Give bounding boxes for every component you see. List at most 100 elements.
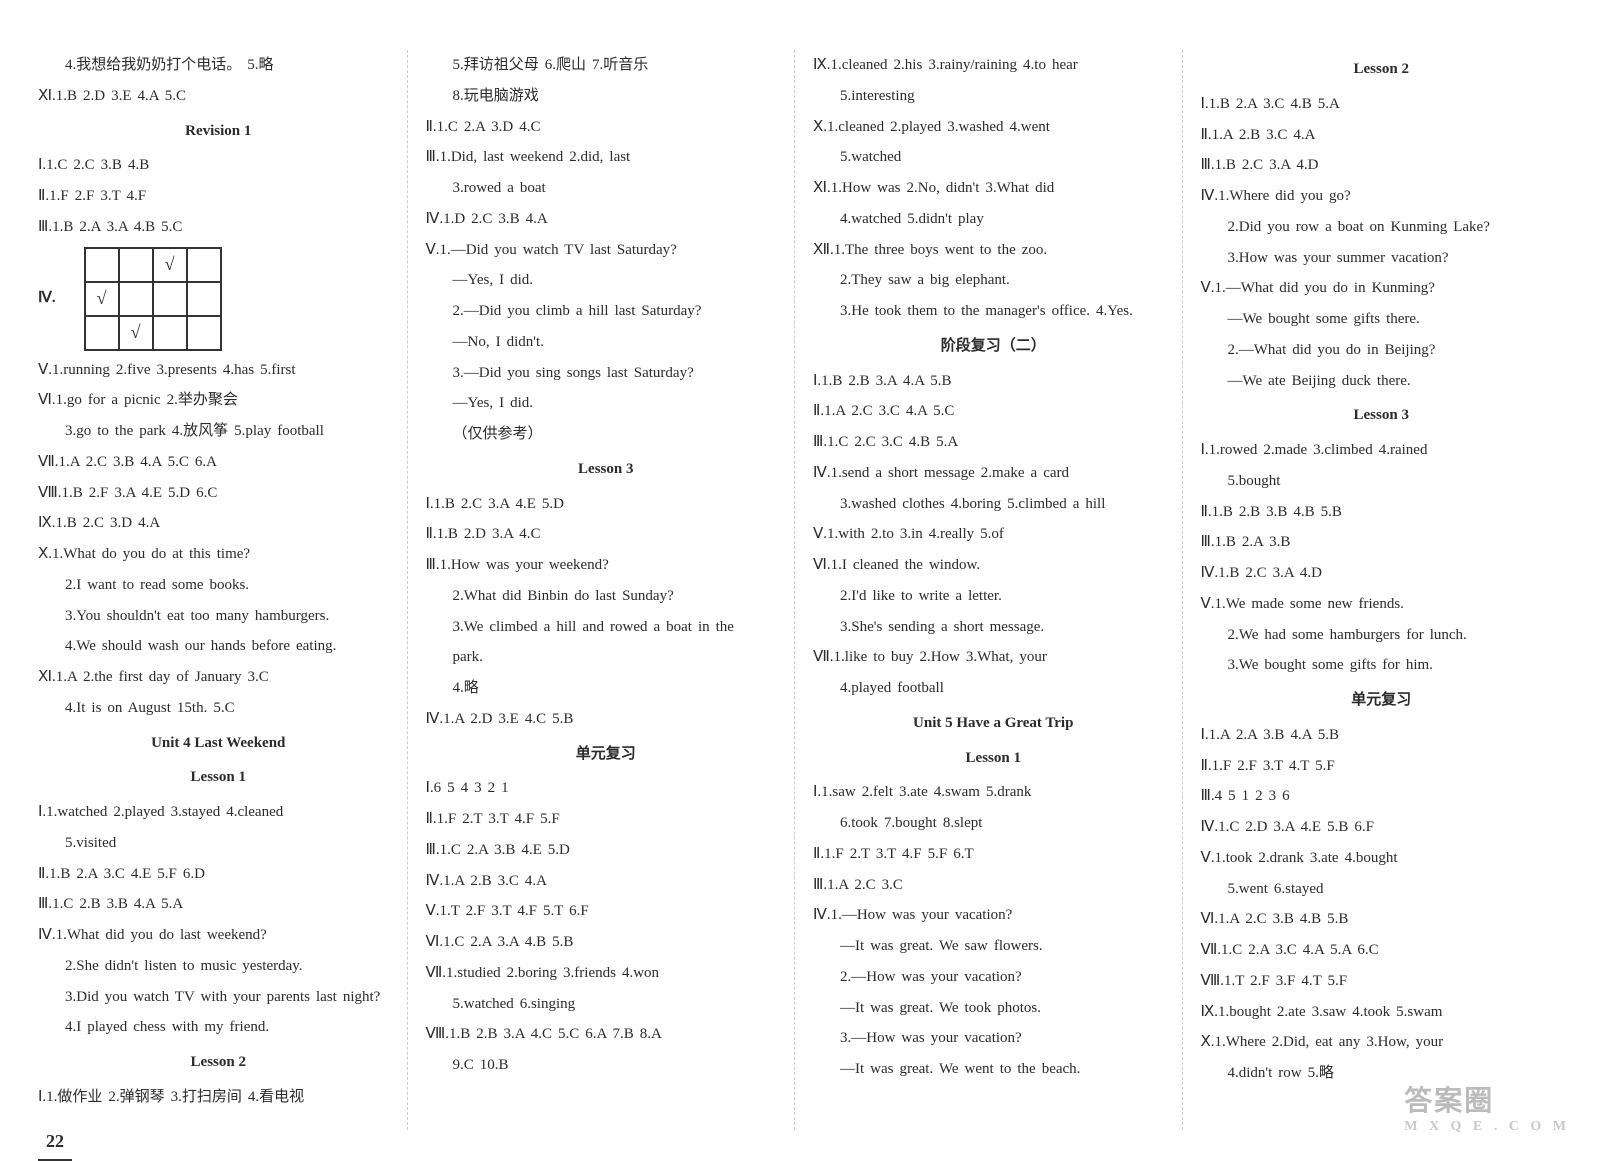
answer-line: 5.拜访祖父母 6.爬山 7.听音乐 [426,50,787,81]
answer-line: Ⅴ.1.We made some new friends. [1201,589,1562,620]
answer-line: 5.watched [813,142,1174,173]
answer-line: Ⅱ.1.C 2.A 3.D 4.C [426,112,787,143]
answer-line: Ⅰ.1.watched 2.played 3.stayed 4.cleaned [38,797,399,828]
answer-line: Ⅱ.1.B 2.B 3.B 4.B 5.B [1201,497,1562,528]
answer-line: 3.She's sending a short message. [813,612,1174,643]
answer-line: 4.played football [813,673,1174,704]
answer-line: Ⅱ.1.B 2.D 3.A 4.C [426,519,787,550]
answer-line: 3.How was your summer vacation? [1201,243,1562,274]
grid-cell: √ [119,316,153,350]
answer-line: Ⅺ.1.How was 2.No, didn't 3.What did [813,173,1174,204]
grid-cell: √ [153,248,187,282]
answer-line: 2.We had some hamburgers for lunch. [1201,620,1562,651]
answer-line: Ⅵ.1.I cleaned the window. [813,550,1174,581]
column-4: Lesson 2Ⅰ.1.B 2.A 3.C 4.B 5.AⅡ.1.A 2.B 3… [1193,50,1570,1130]
answer-line: Ⅴ.1.T 2.F 3.T 4.F 5.T 6.F [426,896,787,927]
answer-line: Ⅹ.1.cleaned 2.played 3.washed 4.went [813,112,1174,143]
answer-line: 2.They saw a big elephant. [813,265,1174,296]
answer-line: Ⅱ.1.B 2.A 3.C 4.E 5.F 6.D [38,859,399,890]
page-number: 22 [38,1123,72,1161]
grid-cell [187,248,221,282]
column-3: Ⅸ.1.cleaned 2.his 3.rainy/raining 4.to h… [805,50,1183,1130]
section-heading: 阶段复习（二） [813,331,1174,362]
answer-line: Ⅲ.1.A 2.C 3.C [813,870,1174,901]
answer-grid: √√√ [84,247,222,351]
answer-line: 2.—What did you do in Beijing? [1201,335,1562,366]
answer-line: Ⅶ.1.studied 2.boring 3.friends 4.won [426,958,787,989]
answer-line: Ⅶ.1.C 2.A 3.C 4.A 5.A 6.C [1201,935,1562,966]
answer-line: Ⅵ.1.C 2.A 3.A 4.B 5.B [426,927,787,958]
answer-line: Ⅲ.4 5 1 2 3 6 [1201,781,1562,812]
answer-line: Ⅰ.1.做作业 2.弹钢琴 3.打扫房间 4.看电视 [38,1082,399,1113]
grid-cell: √ [85,282,119,316]
grid-cell [187,282,221,316]
watermark: 答案圈 M X Q E . C O M [1404,1079,1570,1135]
answer-line: Ⅷ.1.B 2.B 3.A 4.C 5.C 6.A 7.B 8.A [426,1019,787,1050]
answer-line: （仅供参考） [426,419,787,450]
answer-line: 5.bought [1201,466,1562,497]
section-heading: Lesson 3 [1201,400,1562,431]
answer-line: Ⅷ.1.B 2.F 3.A 4.E 5.D 6.C [38,478,399,509]
answer-line: Ⅲ.1.C 2.C 3.C 4.B 5.A [813,427,1174,458]
answer-line: Ⅳ.1.B 2.C 3.A 4.D [1201,558,1562,589]
answer-line: Ⅰ.1.saw 2.felt 3.ate 4.swam 5.drank [813,777,1174,808]
grid-cell [119,248,153,282]
answer-line: Ⅲ.1.B 2.A 3.A 4.B 5.C [38,212,399,243]
answer-line: Ⅰ.1.B 2.C 3.A 4.E 5.D [426,489,787,520]
answer-line: Ⅺ.1.A 2.the first day of January 3.C [38,662,399,693]
answer-line: Ⅱ.1.F 2.F 3.T 4.F [38,181,399,212]
answer-line: —Yes, I did. [426,388,787,419]
answer-line: Ⅴ.1.running 2.five 3.presents 4.has 5.fi… [38,355,399,386]
answer-line: 4.We should wash our hands before eating… [38,631,399,662]
section-heading: Lesson 1 [813,743,1174,774]
answer-line: —We ate Beijing duck there. [1201,366,1562,397]
answer-line: Ⅷ.1.T 2.F 3.F 4.T 5.F [1201,966,1562,997]
section-heading: Lesson 1 [38,762,399,793]
grid-cell [153,316,187,350]
answer-line: —We bought some gifts there. [1201,304,1562,335]
answer-line: Ⅳ.1.A 2.B 3.C 4.A [426,866,787,897]
answer-line: 2.She didn't listen to music yesterday. [38,951,399,982]
answer-line: Ⅴ.1.—What did you do in Kunming? [1201,273,1562,304]
answer-line: 2.Did you row a boat on Kunming Lake? [1201,212,1562,243]
answer-line: Ⅳ.1.Where did you go? [1201,181,1562,212]
answer-line: Ⅹ.1.What do you do at this time? [38,539,399,570]
answer-line: Ⅰ.1.B 2.B 3.A 4.A 5.B [813,366,1174,397]
section-heading: Lesson 2 [1201,54,1562,85]
answer-line: 3.rowed a boat [426,173,787,204]
answer-line: Ⅰ.1.rowed 2.made 3.climbed 4.rained [1201,435,1562,466]
section-heading: Lesson 2 [38,1047,399,1078]
answer-line: Ⅳ.1.What did you do last weekend? [38,920,399,951]
answer-line: —It was great. We took photos. [813,993,1174,1024]
grid-cell [85,316,119,350]
answer-line: 4.It is on August 15th. 5.C [38,693,399,724]
answer-line: Ⅱ.1.A 2.C 3.C 4.A 5.C [813,396,1174,427]
column-2: 5.拜访祖父母 6.爬山 7.听音乐8.玩电脑游戏Ⅱ.1.C 2.A 3.D 4… [418,50,796,1130]
section-heading: Revision 1 [38,116,399,147]
grid-cell [153,282,187,316]
answer-line: Ⅲ.1.C 2.B 3.B 4.A 5.A [38,889,399,920]
answer-line: 3.You shouldn't eat too many hamburgers. [38,601,399,632]
answer-line: —It was great. We saw flowers. [813,931,1174,962]
answer-line: 6.took 7.bought 8.slept [813,808,1174,839]
answer-line: 2.—Did you climb a hill last Saturday? [426,296,787,327]
answer-line: park. [426,642,787,673]
grid-cell [187,316,221,350]
answer-line: 5.visited [38,828,399,859]
answer-line: Ⅱ.1.A 2.B 3.C 4.A [1201,120,1562,151]
answer-line: Ⅺ.1.B 2.D 3.E 4.A 5.C [38,81,399,112]
answer-line: 4.我想给我奶奶打个电话。 5.略 [38,50,399,81]
answer-line: 3.We bought some gifts for him. [1201,650,1562,681]
answer-line: Ⅴ.1.took 2.drank 3.ate 4.bought [1201,843,1562,874]
answer-line: Ⅵ.1.go for a picnic 2.举办聚会 [38,385,399,416]
answer-line: 3.washed clothes 4.boring 5.climbed a hi… [813,489,1174,520]
answer-line: Ⅳ.1.—How was your vacation? [813,900,1174,931]
answer-line: 3.He took them to the manager's office. … [813,296,1174,327]
answer-line: Ⅰ.6 5 4 3 2 1 [426,773,787,804]
answer-line: Ⅳ.1.A 2.D 3.E 4.C 5.B [426,704,787,735]
answer-line: 4.watched 5.didn't play [813,204,1174,235]
answer-line: 5.went 6.stayed [1201,874,1562,905]
answer-line: Ⅳ.1.send a short message 2.make a card [813,458,1174,489]
column-1: 4.我想给我奶奶打个电话。 5.略Ⅺ.1.B 2.D 3.E 4.A 5.C Re… [30,50,408,1130]
answer-line: —No, I didn't. [426,327,787,358]
